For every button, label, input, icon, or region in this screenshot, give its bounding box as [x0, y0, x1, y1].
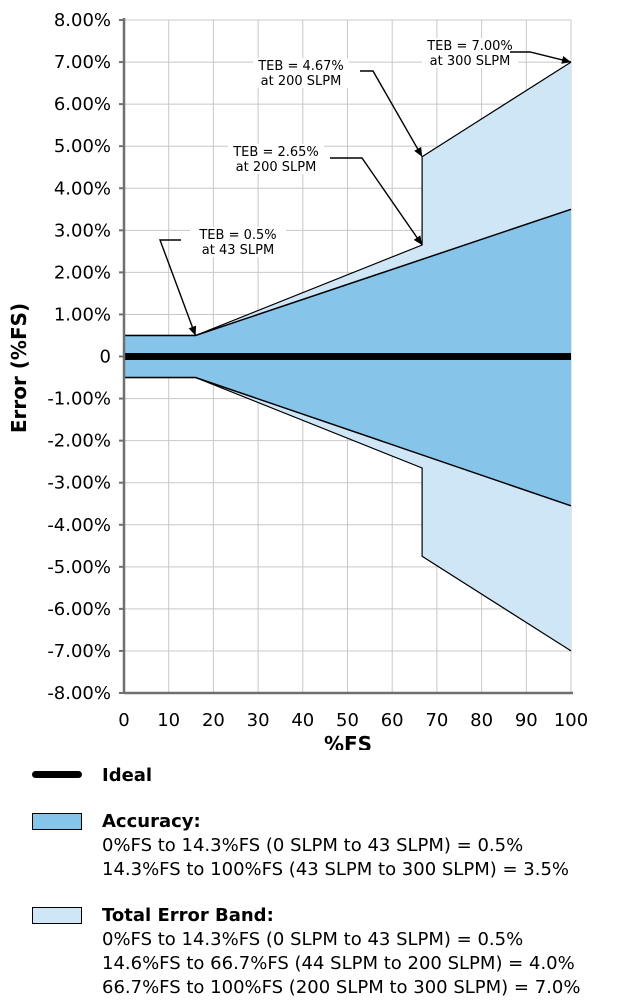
legend-accuracy-title: Accuracy: [102, 811, 201, 832]
legend-teb-line: 66.7%FS to 100%FS (200 SLPM to 300 SLPM)… [102, 977, 581, 998]
legend-ideal-swatch [32, 771, 82, 778]
annotation-label-bg [253, 58, 349, 73]
annotation-label: TEB = 2.65% [232, 145, 319, 160]
annotation-label-bg [422, 38, 518, 53]
annotation-leader [510, 51, 572, 63]
annotation-label-bg [422, 53, 518, 68]
annotation-label: TEB = 0.5% [198, 228, 276, 243]
x-tick-label: 0 [118, 710, 129, 731]
annotation-leader [330, 157, 423, 246]
legend-accuracy-swatch [32, 813, 82, 830]
x-tick-label: 90 [515, 710, 538, 731]
annotation-label: at 200 SLPM [261, 74, 342, 89]
accuracy-upper-edge [124, 208, 572, 337]
legend-accuracy-line: 0%FS to 14.3%FS (0 SLPM to 43 SLPM) = 0.… [102, 835, 524, 856]
y-tick-label: 6.00% [54, 94, 111, 115]
annotation-leader [158, 239, 197, 336]
y-tick-label: 3.00% [54, 220, 111, 241]
x-tick-label: 100 [554, 710, 588, 731]
annotation-label: at 200 SLPM [236, 160, 317, 175]
annotation-label-bg [228, 144, 324, 159]
annotation-label: at 43 SLPM [202, 243, 274, 258]
annotation-label: at 300 SLPM [430, 54, 511, 69]
x-tick-label: 60 [381, 710, 404, 731]
x-tick-label: 80 [470, 710, 493, 731]
accuracy-lower-edge [124, 376, 572, 507]
legend-teb-swatch [32, 907, 82, 924]
x-tick-label: 30 [247, 710, 270, 731]
y-tick-label: -2.00% [47, 431, 111, 452]
legend-teb-line: 14.6%FS to 66.7%FS (44 SLPM to 200 SLPM)… [102, 953, 575, 974]
y-tick-label: 8.00% [54, 10, 111, 31]
legend-accuracy-line: 14.3%FS to 100%FS (43 SLPM to 300 SLPM) … [102, 859, 569, 880]
y-tick-label: 2.00% [54, 262, 111, 283]
annotation: TEB = 2.65%at 200 SLPM [228, 144, 423, 246]
y-tick-label: 0 [100, 347, 111, 368]
annotation: TEB = 4.67%at 200 SLPM [253, 58, 423, 158]
annotation-arrowhead [413, 235, 423, 246]
y-tick-label: 5.00% [54, 136, 111, 157]
x-tick-label: 50 [336, 710, 359, 731]
annotation-label-bg [228, 159, 324, 174]
legend-ideal-label: Ideal [102, 765, 153, 786]
y-tick-label: 4.00% [54, 178, 111, 199]
annotation-label: TEB = 4.67% [257, 59, 344, 74]
y-tick-label: -6.00% [47, 599, 111, 620]
annotation-arrowhead [414, 146, 423, 157]
annotation-label: TEB = 7.00% [426, 39, 513, 54]
annotation: TEB = 0.5%at 43 SLPM [158, 227, 286, 336]
y-tick-label: -5.00% [47, 557, 111, 578]
tick-labels: 0 10 20 30 40 50 60 70 80 90 100 8.00% 7.00% 6.00% 5.0… [47, 10, 588, 731]
y-tick-label: -3.00% [47, 473, 111, 494]
axes [119, 18, 573, 695]
y-tick-label: 7.00% [54, 52, 111, 73]
error-band-chart: 0 10 20 30 40 50 60 70 80 90 100 8.00% 7.00% 6.00% 5.0… [7, 10, 588, 750]
y-axis-title: Error (%FS) [7, 303, 31, 433]
annotation-arrowhead [561, 56, 571, 64]
annotation-leader [360, 70, 423, 158]
legend-teb-title: Total Error Band: [102, 905, 274, 926]
y-tick-label: 1.00% [54, 304, 111, 325]
legend-teb-line: 0%FS to 14.3%FS (0 SLPM to 43 SLPM) = 0.… [102, 929, 524, 950]
annotation-label-bg [190, 242, 286, 257]
y-tick-label: -7.00% [47, 641, 111, 662]
x-tick-label: 10 [157, 710, 180, 731]
annotation-label-bg [190, 227, 286, 242]
x-tick-label: 20 [202, 710, 225, 731]
y-tick-label: -4.00% [47, 515, 111, 536]
y-tick-label: -1.00% [47, 389, 111, 410]
annotation-arrowhead [188, 325, 197, 336]
annotation: TEB = 7.00%at 300 SLPM [422, 38, 572, 69]
x-tick-label: 40 [291, 710, 314, 731]
plot-areas [124, 61, 572, 652]
y-tick-label: -8.00% [47, 683, 111, 704]
x-axis-title: %FS [324, 732, 372, 750]
x-tick-label: 70 [425, 710, 448, 731]
annotation-label-bg [253, 73, 349, 88]
